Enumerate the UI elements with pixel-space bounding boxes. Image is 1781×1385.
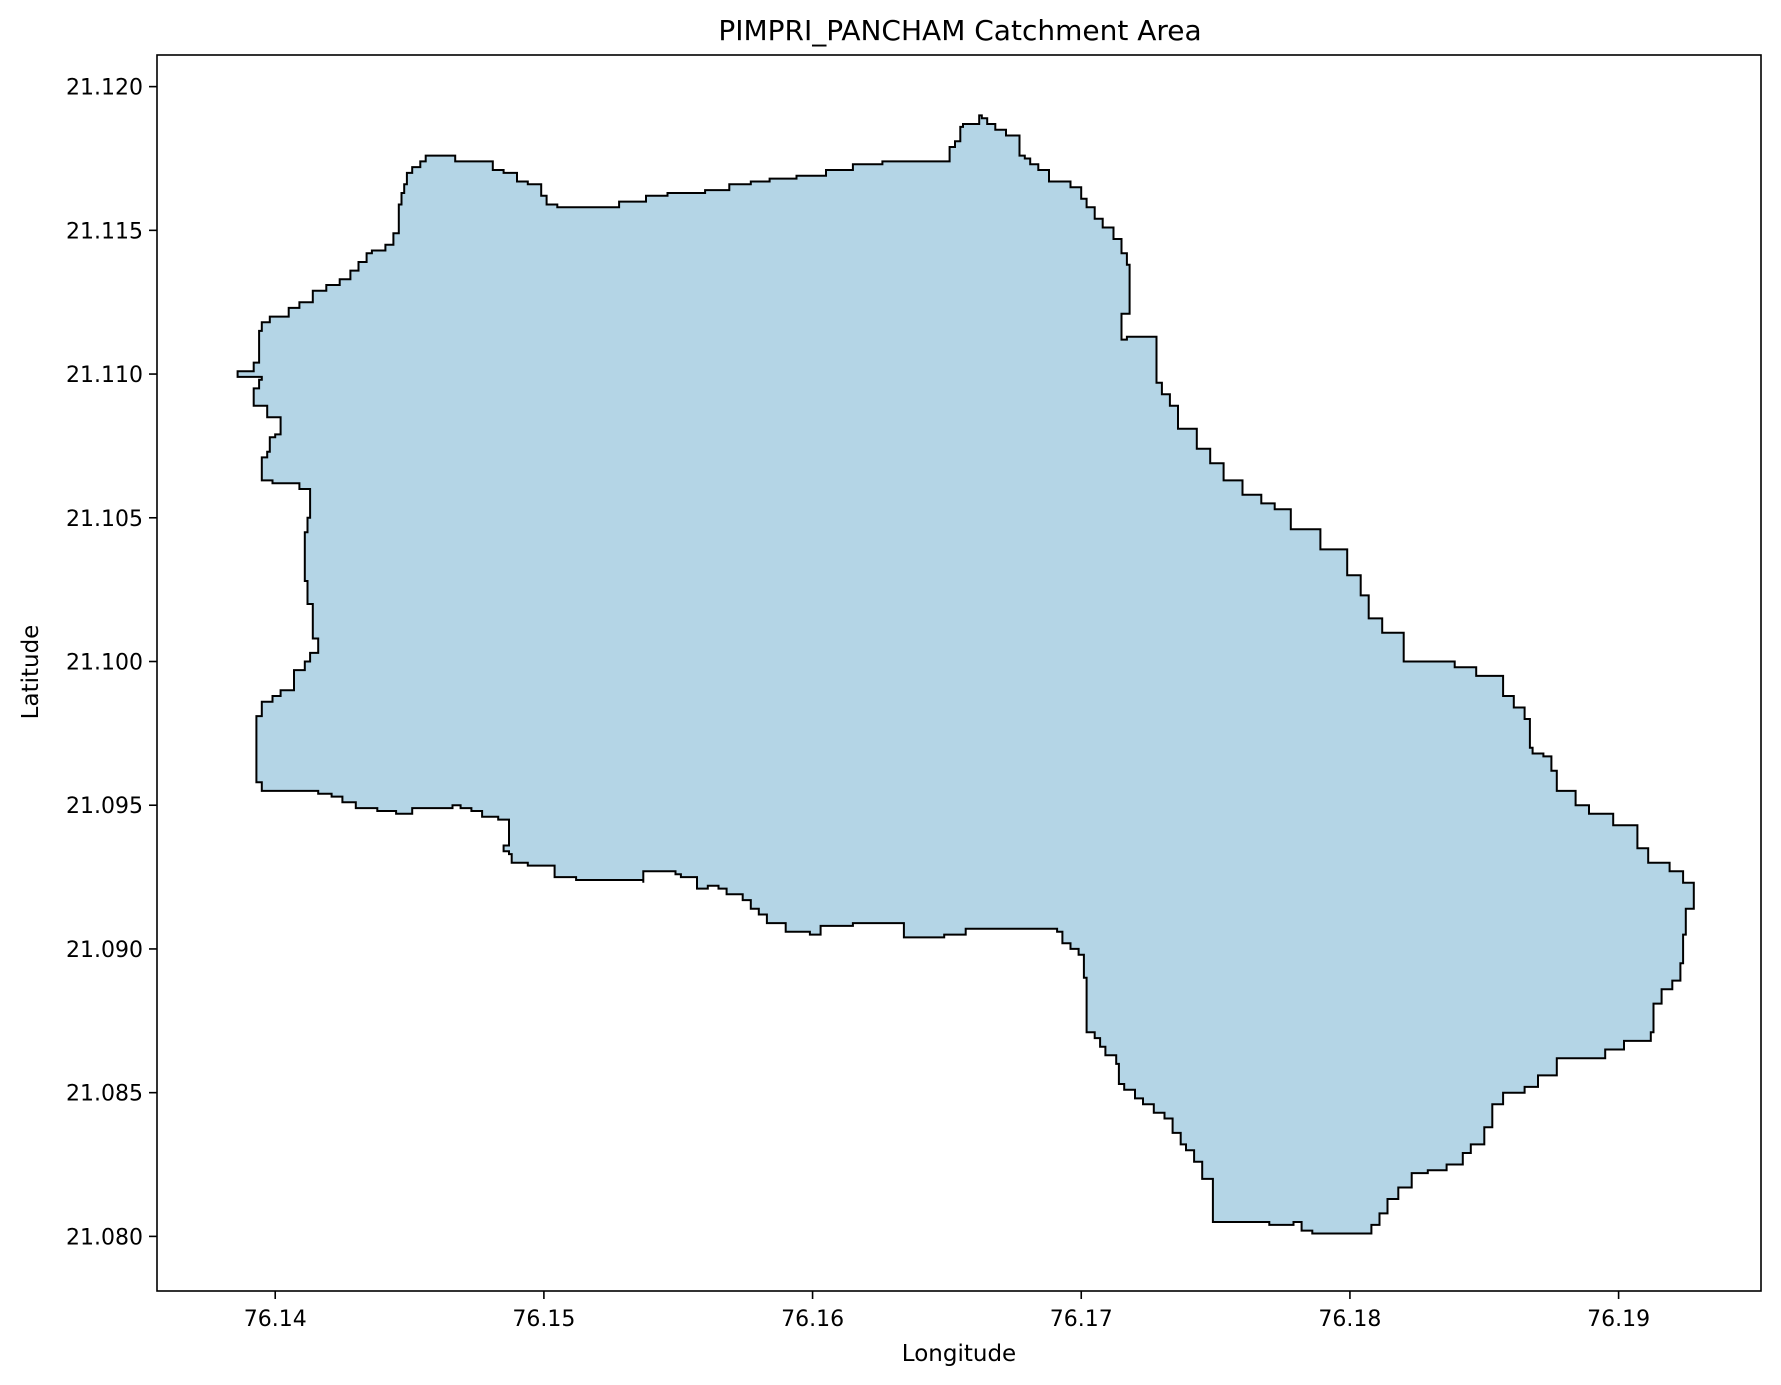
- y-tick-label: 21.085: [66, 1082, 143, 1107]
- y-tick-label: 21.100: [66, 651, 143, 676]
- y-axis-label: Latitude: [18, 625, 44, 720]
- x-tick-label: 76.18: [1318, 1307, 1381, 1332]
- x-axis-label: Longitude: [902, 1341, 1016, 1367]
- y-axis: 21.080 21.085 21.090 21.095 21.100 21.105 21.1…: [66, 76, 157, 1250]
- x-tick-label: 76.14: [244, 1307, 307, 1332]
- x-tick-label: 76.17: [1050, 1307, 1113, 1332]
- axes-frame: [156, 54, 1762, 1292]
- y-tick-label: 21.115: [66, 219, 143, 244]
- y-tick-label: 21.090: [66, 938, 143, 963]
- catchment-polygon: [236, 114, 1695, 1235]
- x-tick-label: 76.15: [512, 1307, 575, 1332]
- y-tick-label: 21.110: [66, 363, 143, 388]
- chart-title: PIMPRI_PANCHAM Catchment Area: [718, 14, 1201, 47]
- y-tick-label: 21.120: [66, 76, 143, 101]
- y-tick-label: 21.095: [66, 794, 143, 819]
- x-tick-label: 76.19: [1587, 1307, 1650, 1332]
- x-tick-label: 76.16: [781, 1307, 844, 1332]
- y-tick-label: 21.105: [66, 507, 143, 532]
- x-axis: 76.14 76.15 76.16 76.17 76.18 76.19: [244, 1291, 1650, 1332]
- y-tick-label: 21.080: [66, 1225, 143, 1250]
